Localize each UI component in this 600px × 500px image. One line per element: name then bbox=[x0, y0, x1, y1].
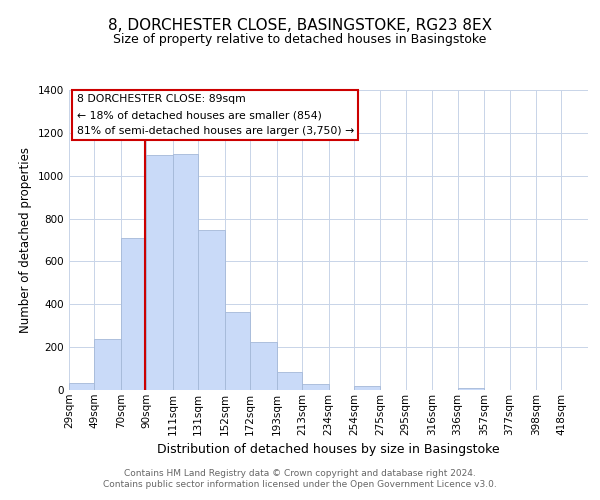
Text: 8 DORCHESTER CLOSE: 89sqm
← 18% of detached houses are smaller (854)
81% of semi: 8 DORCHESTER CLOSE: 89sqm ← 18% of detac… bbox=[77, 94, 354, 136]
Y-axis label: Number of detached properties: Number of detached properties bbox=[19, 147, 32, 333]
Text: Contains HM Land Registry data © Crown copyright and database right 2024.: Contains HM Land Registry data © Crown c… bbox=[124, 468, 476, 477]
Bar bbox=[277, 372, 302, 390]
Bar bbox=[250, 342, 277, 390]
Text: Contains public sector information licensed under the Open Government Licence v3: Contains public sector information licen… bbox=[103, 480, 497, 489]
Bar bbox=[302, 384, 329, 390]
Bar bbox=[198, 230, 225, 390]
Bar bbox=[354, 386, 380, 390]
Text: 8, DORCHESTER CLOSE, BASINGSTOKE, RG23 8EX: 8, DORCHESTER CLOSE, BASINGSTOKE, RG23 8… bbox=[108, 18, 492, 32]
Bar bbox=[458, 388, 484, 390]
Bar bbox=[94, 338, 121, 390]
Bar bbox=[69, 382, 94, 390]
Bar bbox=[173, 154, 198, 390]
X-axis label: Distribution of detached houses by size in Basingstoke: Distribution of detached houses by size … bbox=[157, 443, 500, 456]
Text: Size of property relative to detached houses in Basingstoke: Size of property relative to detached ho… bbox=[113, 32, 487, 46]
Bar bbox=[121, 238, 146, 390]
Bar bbox=[146, 156, 173, 390]
Bar bbox=[224, 312, 250, 390]
